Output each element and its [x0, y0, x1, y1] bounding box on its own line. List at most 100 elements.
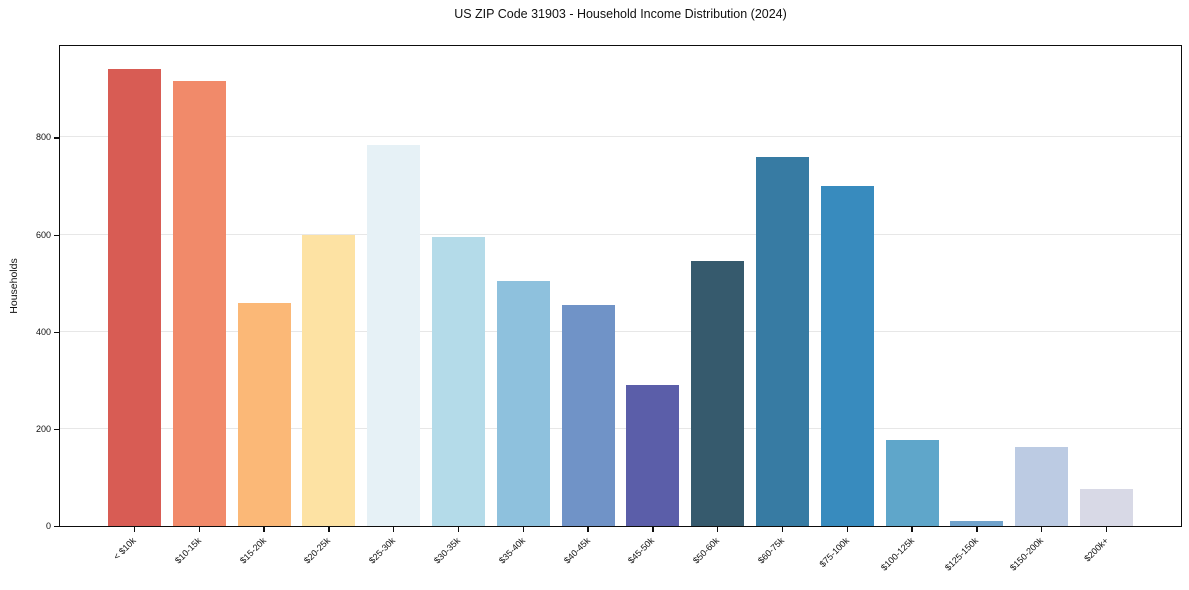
x-tick-label: $10-15k — [172, 535, 203, 566]
bar — [885, 439, 939, 526]
x-label-slot: $35-40k — [497, 527, 550, 582]
x-tick-slot — [108, 527, 161, 532]
x-label-slot: $10-15k — [173, 527, 226, 582]
x-tick-mark — [1041, 527, 1043, 532]
x-tick-label: $20-25k — [302, 535, 333, 566]
gridline — [60, 427, 1181, 429]
y-tick-label: 600 — [35, 229, 51, 240]
x-tick-slot — [821, 527, 874, 532]
x-tick-label: $35-40k — [496, 535, 527, 566]
bar — [561, 304, 615, 526]
x-tick-slot — [432, 527, 485, 532]
x-tick-mark — [1105, 527, 1108, 532]
x-label-slot: $150-200k — [1008, 527, 1068, 582]
bar — [431, 236, 485, 526]
bar — [1079, 488, 1133, 526]
x-label-slot: $100-125k — [878, 527, 939, 582]
bar — [367, 144, 421, 526]
x-tick-slot — [173, 527, 226, 532]
bar — [172, 81, 226, 526]
x-tick-slot — [238, 527, 291, 532]
gridline — [60, 330, 1181, 332]
x-tick-slot — [1015, 527, 1068, 532]
x-tick-mark — [263, 527, 265, 532]
x-tick-label: $125-150k — [943, 535, 981, 573]
x-tick-mark — [457, 527, 460, 532]
x-label-slot: $25-30k — [367, 527, 420, 582]
x-label-slot: < $10k — [108, 527, 161, 582]
x-tick-mark — [133, 527, 136, 532]
x-tick-mark — [976, 527, 978, 532]
bar — [950, 521, 1004, 526]
chart-title: US ZIP Code 31903 - Household Income Dis… — [454, 7, 787, 21]
bar — [108, 69, 161, 526]
x-tick-mark — [587, 527, 589, 532]
x-label-slot: $30-35k — [432, 527, 485, 582]
y-tick-label: 800 — [35, 132, 51, 143]
x-tick-label: $150-200k — [1008, 535, 1046, 573]
x-tick-slot — [1080, 527, 1133, 532]
x-tick-label: $50-60k — [691, 535, 722, 566]
x-label-slot: $60-75k — [756, 527, 809, 582]
x-tick-mark — [393, 527, 395, 532]
x-tick-mark — [781, 527, 784, 532]
x-tick-slot — [497, 527, 550, 532]
x-tick-mark — [328, 527, 330, 532]
x-tick-slot — [756, 527, 809, 532]
x-tick-label: < $10k — [111, 535, 139, 562]
y-tick-mark — [54, 137, 59, 139]
x-tick-label: $100-125k — [878, 535, 916, 573]
x-label-slot: $15-20k — [238, 527, 291, 582]
x-label-slot: $45-50k — [626, 527, 679, 582]
y-tick-label: 200 — [35, 423, 51, 434]
x-tick-label: $40-45k — [561, 535, 592, 566]
bar — [626, 385, 680, 526]
x-tick-mark — [717, 527, 719, 532]
x-tick-slot — [302, 527, 355, 532]
bar — [820, 185, 874, 526]
x-tick-mark — [522, 527, 524, 532]
x-label-slot: $125-150k — [943, 527, 1003, 582]
x-label-slot: $40-45k — [562, 527, 615, 582]
y-tick-mark — [54, 234, 59, 236]
x-tick-mark — [911, 527, 913, 532]
x-axis-tick-marks — [59, 527, 1182, 532]
x-tick-slot — [950, 527, 1003, 532]
bar — [1015, 446, 1069, 526]
x-label-slot: $50-60k — [691, 527, 744, 582]
x-label-slot: $200k+ — [1080, 527, 1133, 582]
x-label-slot: $20-25k — [302, 527, 355, 582]
bars-container — [59, 46, 1182, 526]
x-tick-slot — [626, 527, 679, 532]
x-tick-slot — [562, 527, 615, 532]
x-tick-label: $15-20k — [237, 535, 268, 566]
bar — [755, 156, 809, 526]
x-tick-label: $30-35k — [431, 535, 463, 566]
x-label-slot: $75-100k — [817, 527, 874, 582]
x-tick-label: $75-100k — [817, 535, 851, 570]
y-tick-label: 400 — [35, 326, 51, 337]
x-tick-mark — [198, 527, 200, 532]
gridline — [60, 233, 1181, 235]
x-axis-tick-labels: < $10k $10-15k $15-20k $20-25k $25-30k $30-35… — [59, 527, 1182, 582]
x-tick-label: $60-75k — [755, 535, 787, 566]
y-axis-label: Households — [8, 258, 20, 314]
bar — [302, 234, 356, 526]
x-tick-label: $200k+ — [1081, 535, 1110, 564]
x-tick-label: $45-50k — [626, 535, 657, 566]
x-tick-mark — [652, 527, 654, 532]
y-tick-mark — [54, 331, 59, 333]
y-tick-mark — [54, 526, 59, 528]
gridline — [60, 136, 1181, 138]
x-tick-mark — [846, 527, 848, 532]
y-tick-mark — [54, 428, 59, 431]
bar — [496, 280, 550, 526]
bar — [691, 261, 745, 526]
x-tick-slot — [886, 527, 939, 532]
x-tick-label: $25-30k — [367, 535, 398, 566]
x-tick-slot — [691, 527, 744, 532]
bar — [237, 302, 291, 526]
x-tick-slot — [367, 527, 420, 532]
y-tick-label: 0 — [45, 521, 51, 531]
